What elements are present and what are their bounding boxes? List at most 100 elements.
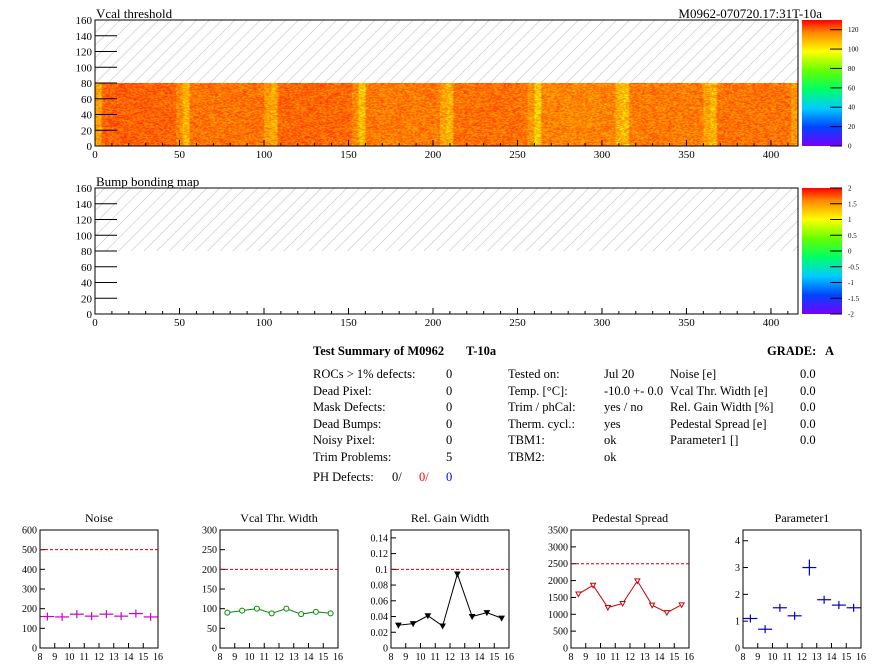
y-tick-label: 3500 [548, 526, 568, 537]
data-point [224, 609, 231, 616]
y-tick-label: 100 [22, 624, 37, 635]
palette-tick-label: 1 [848, 216, 852, 224]
x-tick-label: 200 [425, 317, 442, 329]
x-tick-label: 13 [109, 652, 119, 663]
ph-defects-v3: 0 [446, 470, 453, 484]
y-tick-label: 600 [22, 526, 37, 537]
x-tick-label: 11 [430, 652, 440, 663]
defect-label: Mask Defects: [313, 400, 386, 415]
x-tick-label: 9 [755, 652, 760, 663]
series-line [398, 572, 502, 627]
x-tick-label: 100 [256, 149, 273, 161]
y-tick-label: 100 [202, 604, 217, 615]
defect-value: 0 [446, 400, 453, 415]
x-tick-label: 14 [475, 652, 485, 663]
ph-defects-v2: 0/ [419, 470, 429, 484]
data-point [312, 608, 319, 615]
data-point [663, 610, 671, 617]
y-tick-label: 100 [76, 62, 93, 74]
data-point [239, 607, 246, 614]
data-point [483, 610, 491, 617]
map1-title: Vcal threshold [96, 6, 173, 21]
x-tick-label: 14 [655, 652, 665, 663]
palette-tick-label: -1.5 [848, 295, 860, 303]
data-point [619, 600, 626, 608]
grade-value: A [825, 344, 835, 358]
palette-tick-label: 20 [848, 123, 856, 131]
defect-value: 5 [446, 450, 453, 464]
test-label: Therm. cycl.: [508, 416, 575, 431]
x-tick-label: 16 [333, 652, 343, 663]
y-tick-label: 300 [22, 585, 37, 596]
width-value: 0.0 [800, 383, 816, 398]
x-tick-label: 400 [763, 149, 780, 161]
x-tick-label: 12 [94, 652, 104, 663]
x-tick-label: 16 [856, 652, 866, 663]
x-tick-label: 200 [425, 149, 442, 161]
palette-tick-label: -0.5 [848, 263, 860, 271]
y-tick-label: 80 [81, 78, 93, 90]
data-point [253, 605, 260, 612]
x-tick-label: 11 [79, 652, 89, 663]
y-tick-label: 50 [207, 624, 217, 635]
module-id: M0962-070720.17:31T-10a [678, 6, 822, 21]
test-value: yes [604, 416, 621, 431]
width-label: Rel. Gain Width [%] [670, 400, 774, 415]
plot-title: Pedestal Spread [592, 511, 668, 525]
y-tick-label: 500 [553, 627, 568, 638]
x-tick-label: 9 [232, 652, 237, 663]
x-tick-label: 12 [625, 652, 635, 663]
x-tick-label: 300 [594, 149, 611, 161]
plot-frame [742, 529, 862, 649]
palette-tick-label: 100 [848, 46, 859, 54]
palette-tick-label: 0 [848, 248, 852, 256]
test-label: Trim / phCal: [508, 400, 576, 415]
data-point [454, 571, 461, 578]
palette-tick-label: -2 [848, 311, 854, 319]
ph-defects-v1: 0/ [392, 470, 402, 484]
y-tick-label: 80 [81, 246, 93, 258]
map1-pixel-data [95, 83, 798, 146]
palette-tick-label: 0 [848, 143, 852, 151]
width-value: 0.0 [800, 416, 816, 431]
plot-title: Vcal Thr. Width [240, 511, 317, 525]
palette-tick-label: 1.5 [848, 200, 857, 208]
x-tick-label: 14 [124, 652, 134, 663]
x-tick-label: 300 [594, 317, 611, 329]
x-tick-label: 8 [569, 652, 574, 663]
y-tick-label: 0.08 [371, 581, 389, 592]
data-point [327, 610, 334, 617]
x-tick-label: 100 [256, 317, 273, 329]
palette-tick-label: 40 [848, 104, 856, 112]
test-label: Temp. [°C]: [508, 383, 568, 398]
palette-tick-label: 120 [848, 26, 859, 34]
plot-frame [570, 529, 690, 649]
x-tick-label: 150 [340, 317, 357, 329]
defect-value: 0 [446, 367, 453, 381]
y-tick-label: 250 [202, 545, 217, 556]
x-tick-label: 0 [92, 149, 98, 161]
y-tick-label: 0.12 [371, 549, 389, 560]
x-tick-label: 13 [640, 652, 650, 663]
y-tick-label: 3 [735, 563, 740, 574]
x-tick-label: 8 [389, 652, 394, 663]
x-tick-label: 350 [678, 317, 695, 329]
data-point [409, 621, 417, 628]
x-tick-label: 14 [304, 652, 314, 663]
defect-value: 0 [446, 416, 453, 431]
map2-empty-region [95, 188, 798, 251]
x-tick-label: 13 [812, 652, 822, 663]
grade-label: GRADE: [767, 344, 817, 358]
y-tick-label: 1500 [548, 593, 568, 604]
x-tick-label: 15 [318, 652, 328, 663]
x-tick-label: 16 [153, 652, 163, 663]
y-tick-label: 0 [32, 644, 37, 655]
y-tick-label: 200 [22, 604, 37, 615]
x-tick-label: 15 [489, 652, 499, 663]
map1-empty-region [95, 20, 798, 83]
y-tick-label: 0 [212, 644, 217, 655]
y-tick-label: 0.04 [371, 612, 389, 623]
plot-title: Rel. Gain Width [411, 511, 489, 525]
data-point [648, 602, 656, 609]
test-label: Tested on: [508, 367, 560, 381]
